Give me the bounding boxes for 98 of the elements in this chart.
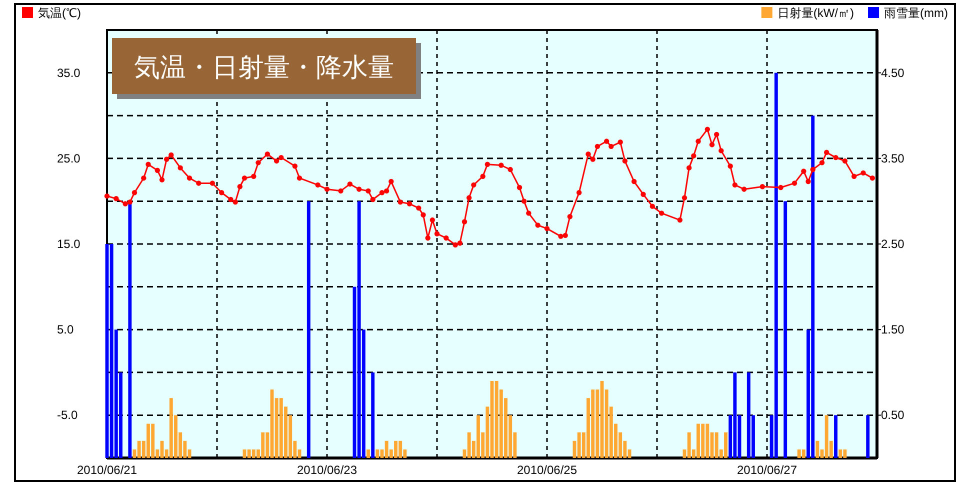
y2-tick-label: 4.50 bbox=[881, 66, 905, 80]
bar bbox=[714, 432, 718, 458]
y2-tick-label: 1.50 bbox=[881, 322, 905, 337]
bar bbox=[266, 432, 270, 458]
bar bbox=[247, 449, 251, 458]
bar bbox=[838, 449, 842, 458]
bar bbox=[174, 415, 178, 458]
bar bbox=[146, 424, 150, 458]
bar bbox=[164, 449, 168, 458]
bar bbox=[504, 398, 508, 458]
bar bbox=[119, 372, 122, 458]
bar bbox=[376, 449, 380, 458]
x-tick-label: 2010/06/23 bbox=[296, 463, 358, 477]
bar bbox=[733, 372, 737, 458]
bar bbox=[774, 72, 778, 458]
bar bbox=[486, 406, 490, 458]
bar bbox=[728, 415, 732, 458]
bar bbox=[513, 432, 517, 458]
bar bbox=[252, 449, 256, 458]
bar bbox=[802, 449, 806, 458]
bar bbox=[719, 449, 723, 458]
x-tick-label: 2010/06/27 bbox=[736, 463, 798, 477]
bar bbox=[614, 424, 618, 458]
bar bbox=[843, 449, 847, 458]
bar bbox=[806, 330, 810, 458]
bar bbox=[746, 372, 750, 458]
legend-label: 気温(℃) bbox=[38, 6, 81, 20]
bar bbox=[586, 398, 590, 458]
bar bbox=[701, 424, 705, 458]
bar bbox=[824, 415, 828, 458]
bar bbox=[284, 406, 288, 458]
bar bbox=[816, 440, 820, 458]
bar bbox=[618, 432, 622, 458]
bar bbox=[362, 330, 366, 458]
bar bbox=[811, 116, 815, 458]
bar bbox=[366, 449, 370, 458]
bar bbox=[394, 440, 398, 458]
bar bbox=[156, 449, 160, 458]
bar bbox=[110, 244, 114, 458]
bar bbox=[288, 415, 292, 458]
bar bbox=[306, 201, 310, 458]
bar bbox=[481, 432, 485, 458]
y-tick-label: 35.0 bbox=[57, 66, 81, 80]
bar bbox=[389, 449, 393, 458]
bar bbox=[476, 415, 480, 458]
bar bbox=[499, 390, 503, 458]
bar bbox=[752, 415, 755, 458]
bar bbox=[256, 449, 260, 458]
bar bbox=[582, 432, 586, 458]
y2-tick-label: 2.50 bbox=[881, 237, 905, 251]
title: 気温・日射量・降水量 bbox=[112, 38, 421, 99]
bar bbox=[114, 330, 118, 458]
bar bbox=[169, 398, 173, 458]
y-tick-label: 15.0 bbox=[57, 237, 81, 251]
bar bbox=[467, 432, 471, 458]
y-tick-label: -5.0 bbox=[57, 408, 78, 422]
bar bbox=[398, 440, 402, 458]
bar bbox=[279, 398, 283, 458]
bar bbox=[384, 440, 388, 458]
bar bbox=[371, 372, 375, 458]
bar bbox=[784, 201, 788, 458]
bar bbox=[829, 440, 833, 458]
bar bbox=[706, 424, 710, 458]
bar bbox=[472, 440, 476, 458]
bar bbox=[596, 390, 600, 458]
bar bbox=[178, 432, 182, 458]
bar bbox=[770, 415, 774, 458]
bar bbox=[797, 449, 801, 458]
bar bbox=[696, 424, 700, 458]
bar bbox=[151, 424, 155, 458]
bar bbox=[261, 432, 265, 458]
bar bbox=[183, 440, 187, 458]
bar bbox=[623, 440, 627, 458]
bar bbox=[834, 415, 838, 458]
x-tick-label: 2010/06/25 bbox=[516, 463, 578, 477]
bar bbox=[724, 432, 728, 458]
bar bbox=[357, 201, 361, 458]
bar bbox=[137, 440, 141, 458]
y2-tick-label: 3.50 bbox=[881, 151, 905, 166]
legend-label: 日射量(kW/㎡) bbox=[777, 6, 854, 20]
bar bbox=[274, 398, 278, 458]
y-tick-label: 5.0 bbox=[57, 322, 74, 337]
bar bbox=[692, 449, 696, 458]
bar bbox=[508, 415, 512, 458]
bar bbox=[293, 440, 297, 458]
y2-tick-label: 0.50 bbox=[881, 408, 905, 422]
y-tick-label: 25.0 bbox=[57, 151, 81, 166]
bar bbox=[142, 440, 146, 458]
bar bbox=[866, 415, 870, 458]
bar bbox=[609, 406, 613, 458]
x-tick-label: 2010/06/21 bbox=[76, 463, 138, 477]
legend-label: 雨雪量(mm) bbox=[884, 6, 948, 20]
bar bbox=[403, 449, 407, 458]
bar bbox=[591, 390, 595, 458]
bar bbox=[494, 380, 498, 458]
bar bbox=[687, 432, 691, 458]
bar bbox=[604, 390, 608, 458]
bar bbox=[577, 432, 581, 458]
